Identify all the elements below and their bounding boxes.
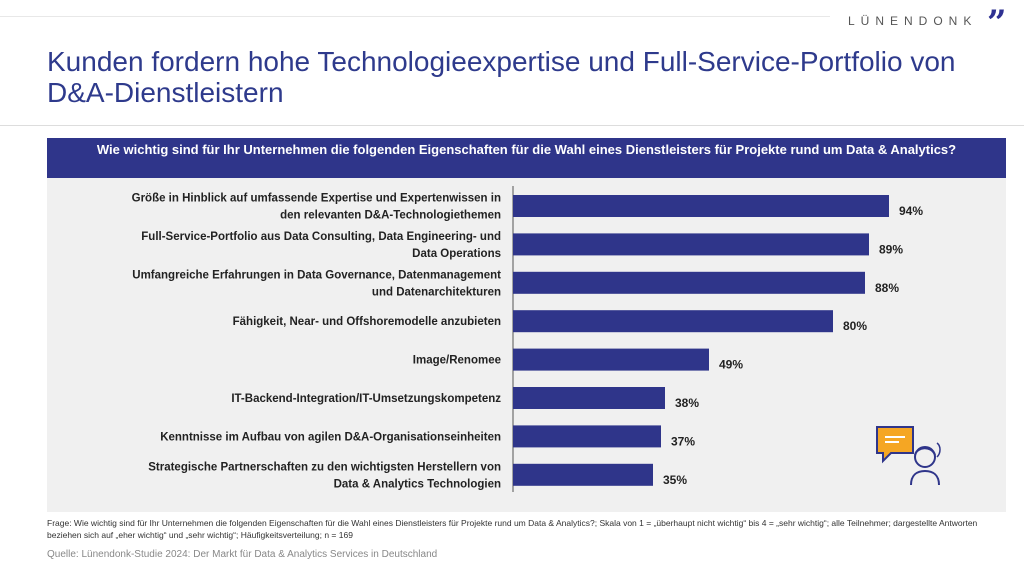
footnote: Frage: Wie wichtig sind für Ihr Unterneh… <box>47 518 978 540</box>
category-label: Fähigkeit, Near- und Offshoremodelle anz… <box>233 316 501 328</box>
data-label: 38% <box>675 396 699 410</box>
category-label: Full-Service-Portfolio aus Data Consulti… <box>141 231 501 243</box>
quote-mark-icon: ” <box>987 3 1007 43</box>
category-label: Strategische Partnerschaften zu den wich… <box>148 461 501 473</box>
customer-support-icon <box>876 426 941 486</box>
data-label: 37% <box>671 434 695 448</box>
source-note: Quelle: Lünendonk-Studie 2024: Der Markt… <box>47 549 438 560</box>
question-banner: Wie wichtig sind für Ihr Unternehmen die… <box>47 138 1006 178</box>
bar <box>513 387 665 409</box>
data-label: 89% <box>879 242 903 256</box>
bar <box>513 195 889 217</box>
category-label: Kenntnisse im Aufbau von agilen D&A-Orga… <box>160 431 501 443</box>
bar <box>513 425 661 448</box>
bar <box>513 233 869 256</box>
bar-chart: 94% Größe in Hinblick auf umfassende Expe… <box>132 186 923 492</box>
category-label: Data & Analytics Technologien <box>334 478 501 490</box>
category-label: den relevanten D&A-Technologiethemen <box>280 210 501 222</box>
page-title: Kunden fordern hohe Technologieexpertise… <box>47 46 956 108</box>
bar <box>513 271 865 294</box>
header-rule <box>0 16 830 17</box>
category-label: IT-Backend-Integration/IT-Umsetzungskomp… <box>231 393 501 405</box>
bar <box>513 310 833 333</box>
chart-panel: 94% Größe in Hinblick auf umfassende Expe… <box>47 178 1006 512</box>
category-label: Image/Renomee <box>413 355 501 367</box>
bar <box>513 348 709 371</box>
category-label: und Datenarchitekturen <box>372 286 501 298</box>
data-label: 88% <box>875 281 899 295</box>
bar <box>513 463 653 486</box>
category-label: Data Operations <box>412 248 501 260</box>
title-divider <box>0 125 1024 126</box>
data-label: 94% <box>899 204 923 218</box>
brand-logo: LÜNENDONK <box>848 14 978 28</box>
data-label: 49% <box>719 358 743 372</box>
category-label: Umfangreiche Erfahrungen in Data Governa… <box>132 269 501 281</box>
data-label: 35% <box>663 473 687 487</box>
category-label: Größe in Hinblick auf umfassende Experti… <box>132 193 501 205</box>
data-label: 80% <box>843 319 867 333</box>
